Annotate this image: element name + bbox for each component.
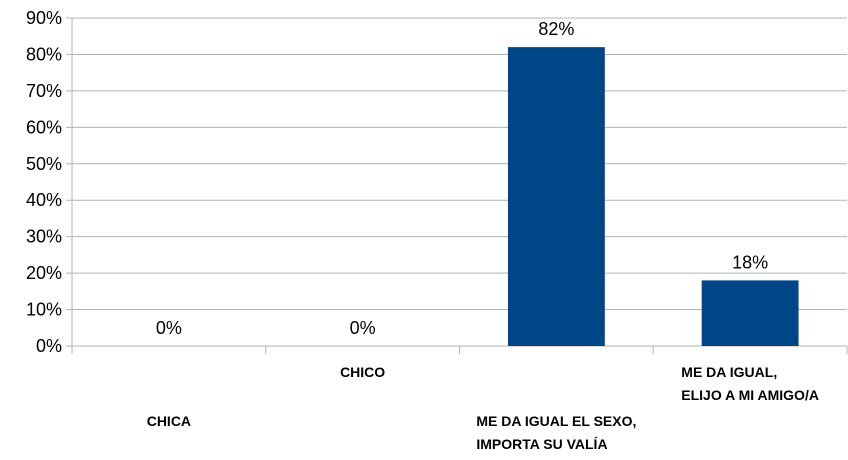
y-tick-label: 60% [26,117,62,137]
y-tick-label: 40% [26,190,62,210]
y-tick-label: 20% [26,263,62,283]
y-tick-label: 10% [26,300,62,320]
y-tick-label: 0% [36,336,62,356]
x-tick-label: ME DA IGUAL, ELIJO A MI AMIGO/A [681,364,819,403]
x-tick-label-box: CHICO [233,361,493,384]
y-tick-label: 70% [26,81,62,101]
y-tick-label: 50% [26,154,62,174]
bar [701,280,799,346]
y-tick-label: 30% [26,227,62,247]
value-label: 82% [538,19,574,39]
x-tick-label-box: ME DA IGUAL EL SEXO, IMPORTA SU VALÍA [426,410,686,456]
x-tick-label: ME DA IGUAL EL SEXO, IMPORTA SU VALÍA [476,413,637,452]
value-label: 0% [156,318,182,338]
y-tick-label: 90% [26,8,62,28]
x-tick-label: CHICO [340,364,386,380]
x-tick-label-box: CHICA [39,410,299,433]
value-label: 18% [732,252,768,272]
y-tick-label: 80% [26,44,62,64]
bar [507,47,605,347]
x-tick-label: CHICA [146,413,192,429]
value-label: 0% [350,318,376,338]
x-tick-label-box: ME DA IGUAL, ELIJO A MI AMIGO/A [620,361,848,407]
